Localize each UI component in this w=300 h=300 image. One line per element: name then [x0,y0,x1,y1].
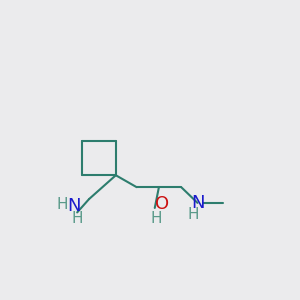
Text: H: H [150,211,162,226]
Text: H: H [71,212,83,226]
Text: O: O [155,195,169,213]
Text: H: H [188,207,200,222]
Text: N: N [68,197,81,215]
Text: H: H [57,197,68,212]
Text: N: N [191,194,204,212]
